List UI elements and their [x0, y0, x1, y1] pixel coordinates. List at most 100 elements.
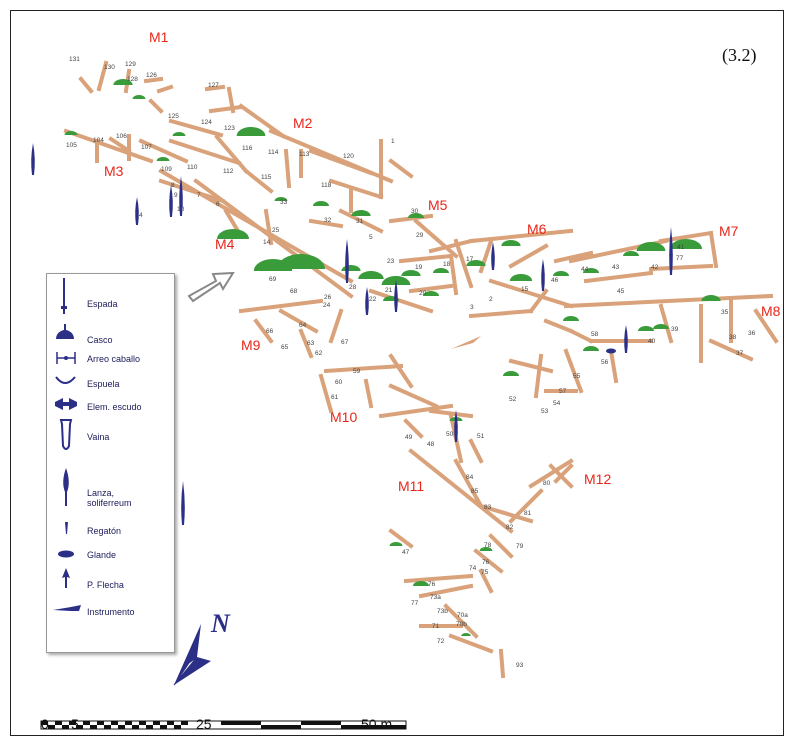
room-number: 65 — [281, 344, 289, 351]
sector-label: M7 — [719, 223, 739, 239]
room-number: 2 — [489, 296, 493, 303]
find-markers — [31, 143, 673, 525]
room-number: 67 — [341, 339, 349, 346]
room-number: 8 — [171, 182, 175, 189]
room-number: 20 — [419, 290, 427, 297]
room-number: 81 — [524, 510, 532, 517]
room-number: 85 — [471, 488, 479, 495]
scale-label-0: 0 — [41, 716, 49, 732]
room-number: 30 — [411, 208, 419, 215]
entrance-arrow-icon — [187, 271, 235, 303]
north-arrow-icon — [173, 624, 211, 686]
room-number: 106 — [116, 133, 127, 140]
legend-label: Vaina — [87, 432, 110, 442]
room-number: 39 — [671, 326, 679, 333]
room-number: 19 — [415, 264, 423, 271]
room-number: 110 — [187, 164, 198, 171]
sector-label: M2 — [293, 115, 313, 131]
sling-bullet-icon — [58, 550, 74, 558]
legend-label: Lanza, — [87, 488, 115, 498]
tool-icon — [53, 605, 81, 611]
room-number: 32 — [324, 217, 332, 224]
room-number: 43 — [612, 264, 620, 271]
room-number: 118 — [321, 182, 332, 189]
room-number: 113 — [299, 151, 310, 158]
legend-item-espuela: Espuela — [47, 369, 174, 389]
room-number: 77 — [676, 255, 684, 262]
room-number: 10 — [177, 206, 185, 213]
legend-item-instrumento: Instrumento — [47, 596, 174, 617]
room-number: 1 — [391, 138, 395, 145]
room-number: 45 — [617, 288, 625, 295]
room-number: 52 — [509, 396, 517, 403]
room-number: 5 — [369, 234, 373, 241]
legend-item-casco: Casco — [47, 322, 174, 345]
room-number: 55 — [573, 373, 581, 380]
room-number: 40 — [648, 338, 656, 345]
room-number: 77 — [411, 600, 419, 607]
room-number: 38 — [729, 334, 737, 341]
room-number: 56 — [601, 359, 609, 366]
room-number: 24 — [323, 302, 331, 309]
shield-element-icon — [55, 398, 77, 410]
room-number: 31 — [356, 218, 364, 225]
legend-item-glande: Glande — [47, 542, 174, 562]
room-number: 23 — [387, 258, 395, 265]
room-number: 3 — [470, 304, 474, 311]
legend-label: Glande — [87, 550, 117, 560]
room-number: 114 — [268, 149, 279, 156]
room-number: 80 — [543, 480, 551, 487]
room-number: 35 — [721, 309, 729, 316]
room-number: 63 — [307, 340, 315, 347]
room-number: 115 — [261, 174, 272, 181]
room-number: 44 — [581, 266, 589, 273]
room-number: 49 — [405, 434, 413, 441]
spear-icon — [63, 468, 69, 506]
room-number: 47 — [402, 549, 410, 556]
room-number: 130 — [104, 64, 115, 71]
room-number: 74 — [469, 565, 477, 572]
room-number: 93 — [516, 662, 524, 669]
legend-label: Regatón — [87, 526, 122, 536]
room-number: 17 — [466, 256, 474, 263]
room-number: 18 — [443, 261, 451, 268]
room-number: 82 — [506, 524, 514, 531]
legend: Espada Casco Arreo caballo Espuela Elem.… — [46, 273, 175, 653]
room-number: 61 — [331, 394, 339, 401]
room-number: 25 — [272, 227, 280, 234]
room-number: 15 — [521, 286, 529, 293]
room-number: 123 — [224, 125, 235, 132]
room-number: 42 — [651, 264, 659, 271]
room-number: 4 — [139, 212, 143, 219]
ferrule-icon — [65, 522, 68, 534]
legend-label: P. Flecha — [87, 580, 124, 590]
sector-label: M10 — [330, 409, 358, 425]
room-number: 57 — [559, 388, 567, 395]
legend-label: Instrumento — [87, 607, 135, 617]
room-number: 53 — [541, 408, 549, 415]
room-number: 104 — [93, 137, 104, 144]
room-number: 62 — [315, 350, 323, 357]
arrowhead-icon — [62, 568, 70, 588]
room-number: 9 — [174, 192, 178, 199]
room-number: 125 — [168, 113, 179, 120]
legend-item-flecha: P. Flecha — [47, 566, 174, 590]
room-number: 51 — [477, 433, 485, 440]
legend-item-arreo: Arreo caballo — [47, 346, 174, 366]
stone-mounds — [64, 79, 721, 636]
room-number: 22 — [369, 296, 377, 303]
room-number: 76 — [482, 559, 490, 566]
room-number: 83 — [484, 504, 492, 511]
room-number: 84 — [466, 474, 474, 481]
room-number: 66 — [266, 328, 274, 335]
legend-label: Elem. escudo — [87, 402, 142, 412]
room-number: 78 — [484, 542, 492, 549]
figure-label: (3.2) — [722, 45, 757, 65]
sector-label: M8 — [761, 303, 781, 319]
room-number: 14 — [263, 239, 271, 246]
sector-label: M3 — [104, 163, 124, 179]
room-number: 41 — [677, 244, 685, 251]
room-number: 58 — [591, 331, 599, 338]
room-number: 128 — [127, 76, 138, 83]
